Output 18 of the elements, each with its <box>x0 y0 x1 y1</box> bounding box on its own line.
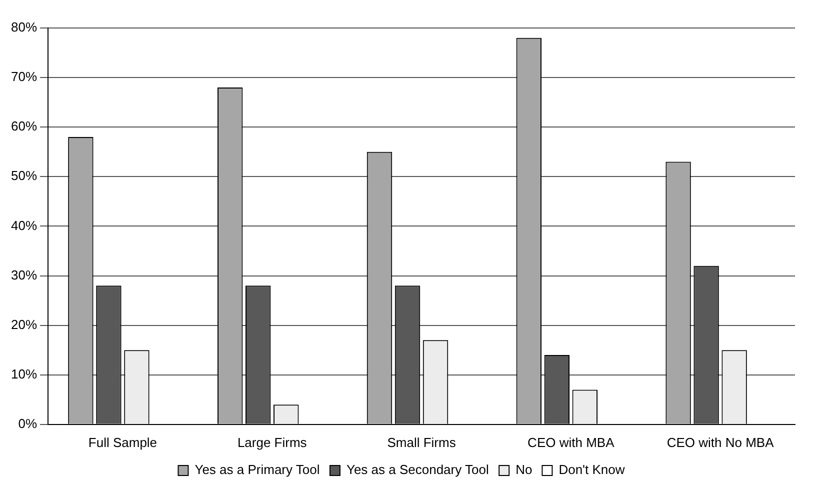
x-tick-label: CEO with MBA <box>528 434 615 450</box>
legend-label: No <box>516 462 532 478</box>
y-tick-label: 20% <box>10 316 38 332</box>
y-tick-label: 0% <box>18 416 38 431</box>
y-tick-label: 80% <box>10 20 38 35</box>
x-tick-label: Small Firms <box>387 434 456 450</box>
x-tick-label: Large Firms <box>237 434 308 450</box>
y-tick-label: 60% <box>10 118 38 134</box>
x-tick-label: CEO with No MBA <box>666 434 774 450</box>
legend-label: Yes as a Primary Tool <box>194 462 320 478</box>
x-tick-label: Full Sample <box>88 434 158 450</box>
y-tick-label: 10% <box>10 366 38 382</box>
y-tick-label: 70% <box>10 69 38 84</box>
legend-label: Yes as a Secondary Tool <box>346 462 489 478</box>
y-tick-label: 40% <box>10 218 38 233</box>
y-tick-label: 50% <box>10 168 38 184</box>
legend-label: Don't Know <box>558 462 626 478</box>
y-tick-label: 30% <box>10 267 38 282</box>
